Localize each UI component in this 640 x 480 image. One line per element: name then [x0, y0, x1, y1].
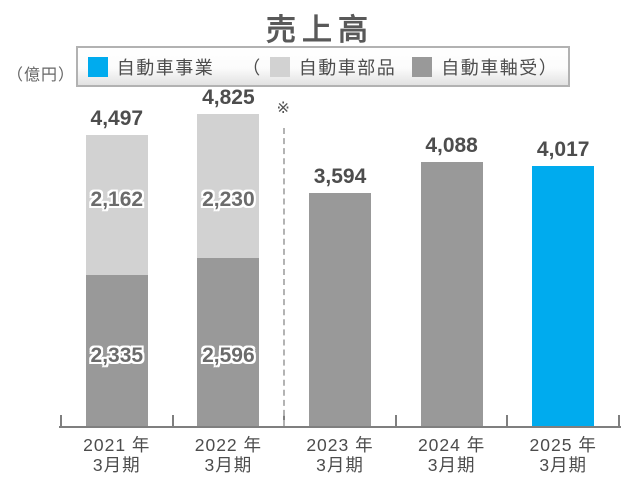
bar-1-segment-1: [197, 113, 260, 259]
bar-0-segment-0: [85, 274, 148, 426]
bar-0-segment-1: [85, 135, 148, 275]
x-axis-label-1: 2022 年 3月期: [173, 435, 285, 475]
x-axis-label-0: 2021 年 3月期: [61, 435, 173, 475]
chart-title: 売上高: [266, 14, 374, 47]
x-label-year: 2025 年: [529, 435, 597, 455]
axis-tick-3: [394, 415, 397, 426]
bar-0-segment-0-value: 2,335: [90, 344, 144, 367]
x-label-year: 2021 年: [83, 435, 151, 455]
x-label-period: 3月期: [427, 454, 476, 475]
bar-2-total-value: 3,594: [313, 165, 367, 189]
period-divider-dashed-line: [283, 128, 286, 426]
bar-1-total-value: 4,825: [202, 85, 255, 109]
x-label-year: 2023 年: [306, 435, 374, 455]
x-label-year: 2022 年: [194, 435, 263, 455]
x-axis-line: [59, 426, 621, 428]
bar-1-segment-0-value: 2,596: [202, 344, 255, 367]
x-label-period: 3月期: [204, 454, 253, 475]
bar-0-segment-1-value: 2,162: [90, 188, 144, 211]
x-axis-label-2: 2023 年 3月期: [284, 435, 396, 475]
bar-2-segment-0: [309, 193, 371, 426]
legend-label-2: 自動車軸受）: [441, 57, 559, 78]
x-label-period: 3月期: [316, 454, 364, 475]
legend: 自動車事業 （ 自動車部品 自動車軸受）: [76, 46, 570, 87]
legend-label-0: 自動車事業: [116, 57, 215, 78]
bar-3-total-value: 4,088: [425, 133, 478, 157]
x-axis-label-4: 2025 年 3月期: [507, 435, 619, 475]
note-asterisk-mark: ※: [276, 100, 290, 117]
x-axis-label-3: 2024 年 3月期: [396, 435, 508, 475]
bar-0-total-value: 4,497: [90, 107, 144, 131]
x-label-year: 2024 年: [417, 435, 486, 455]
axis-tick-1: [171, 415, 174, 426]
bar-1-segment-1-value: 2,230: [202, 188, 255, 211]
legend-paren-open: （: [242, 57, 262, 78]
legend-item-2: 自動車軸受）: [412, 54, 558, 80]
blue-swatch: [87, 56, 108, 77]
bar-3-segment-0: [420, 161, 483, 426]
bar-1-segment-0: [197, 258, 260, 426]
unit-axis-label: （億円）: [7, 67, 76, 84]
axis-tick-4: [506, 415, 509, 426]
axis-tick-5: [618, 415, 620, 426]
x-label-period: 3月期: [92, 454, 141, 475]
legend-item-1: 自動車部品: [269, 54, 397, 80]
bar-4-segment-0: [532, 166, 595, 426]
dark-gray-swatch: [412, 56, 433, 77]
bar-4-total-value: 4,017: [536, 138, 590, 162]
legend-label-1: 自動車部品: [298, 57, 397, 78]
x-label-period: 3月期: [539, 454, 588, 475]
axis-tick-0: [60, 415, 62, 426]
legend-item-0: 自動車事業: [87, 54, 215, 80]
light-gray-swatch: [269, 56, 290, 77]
